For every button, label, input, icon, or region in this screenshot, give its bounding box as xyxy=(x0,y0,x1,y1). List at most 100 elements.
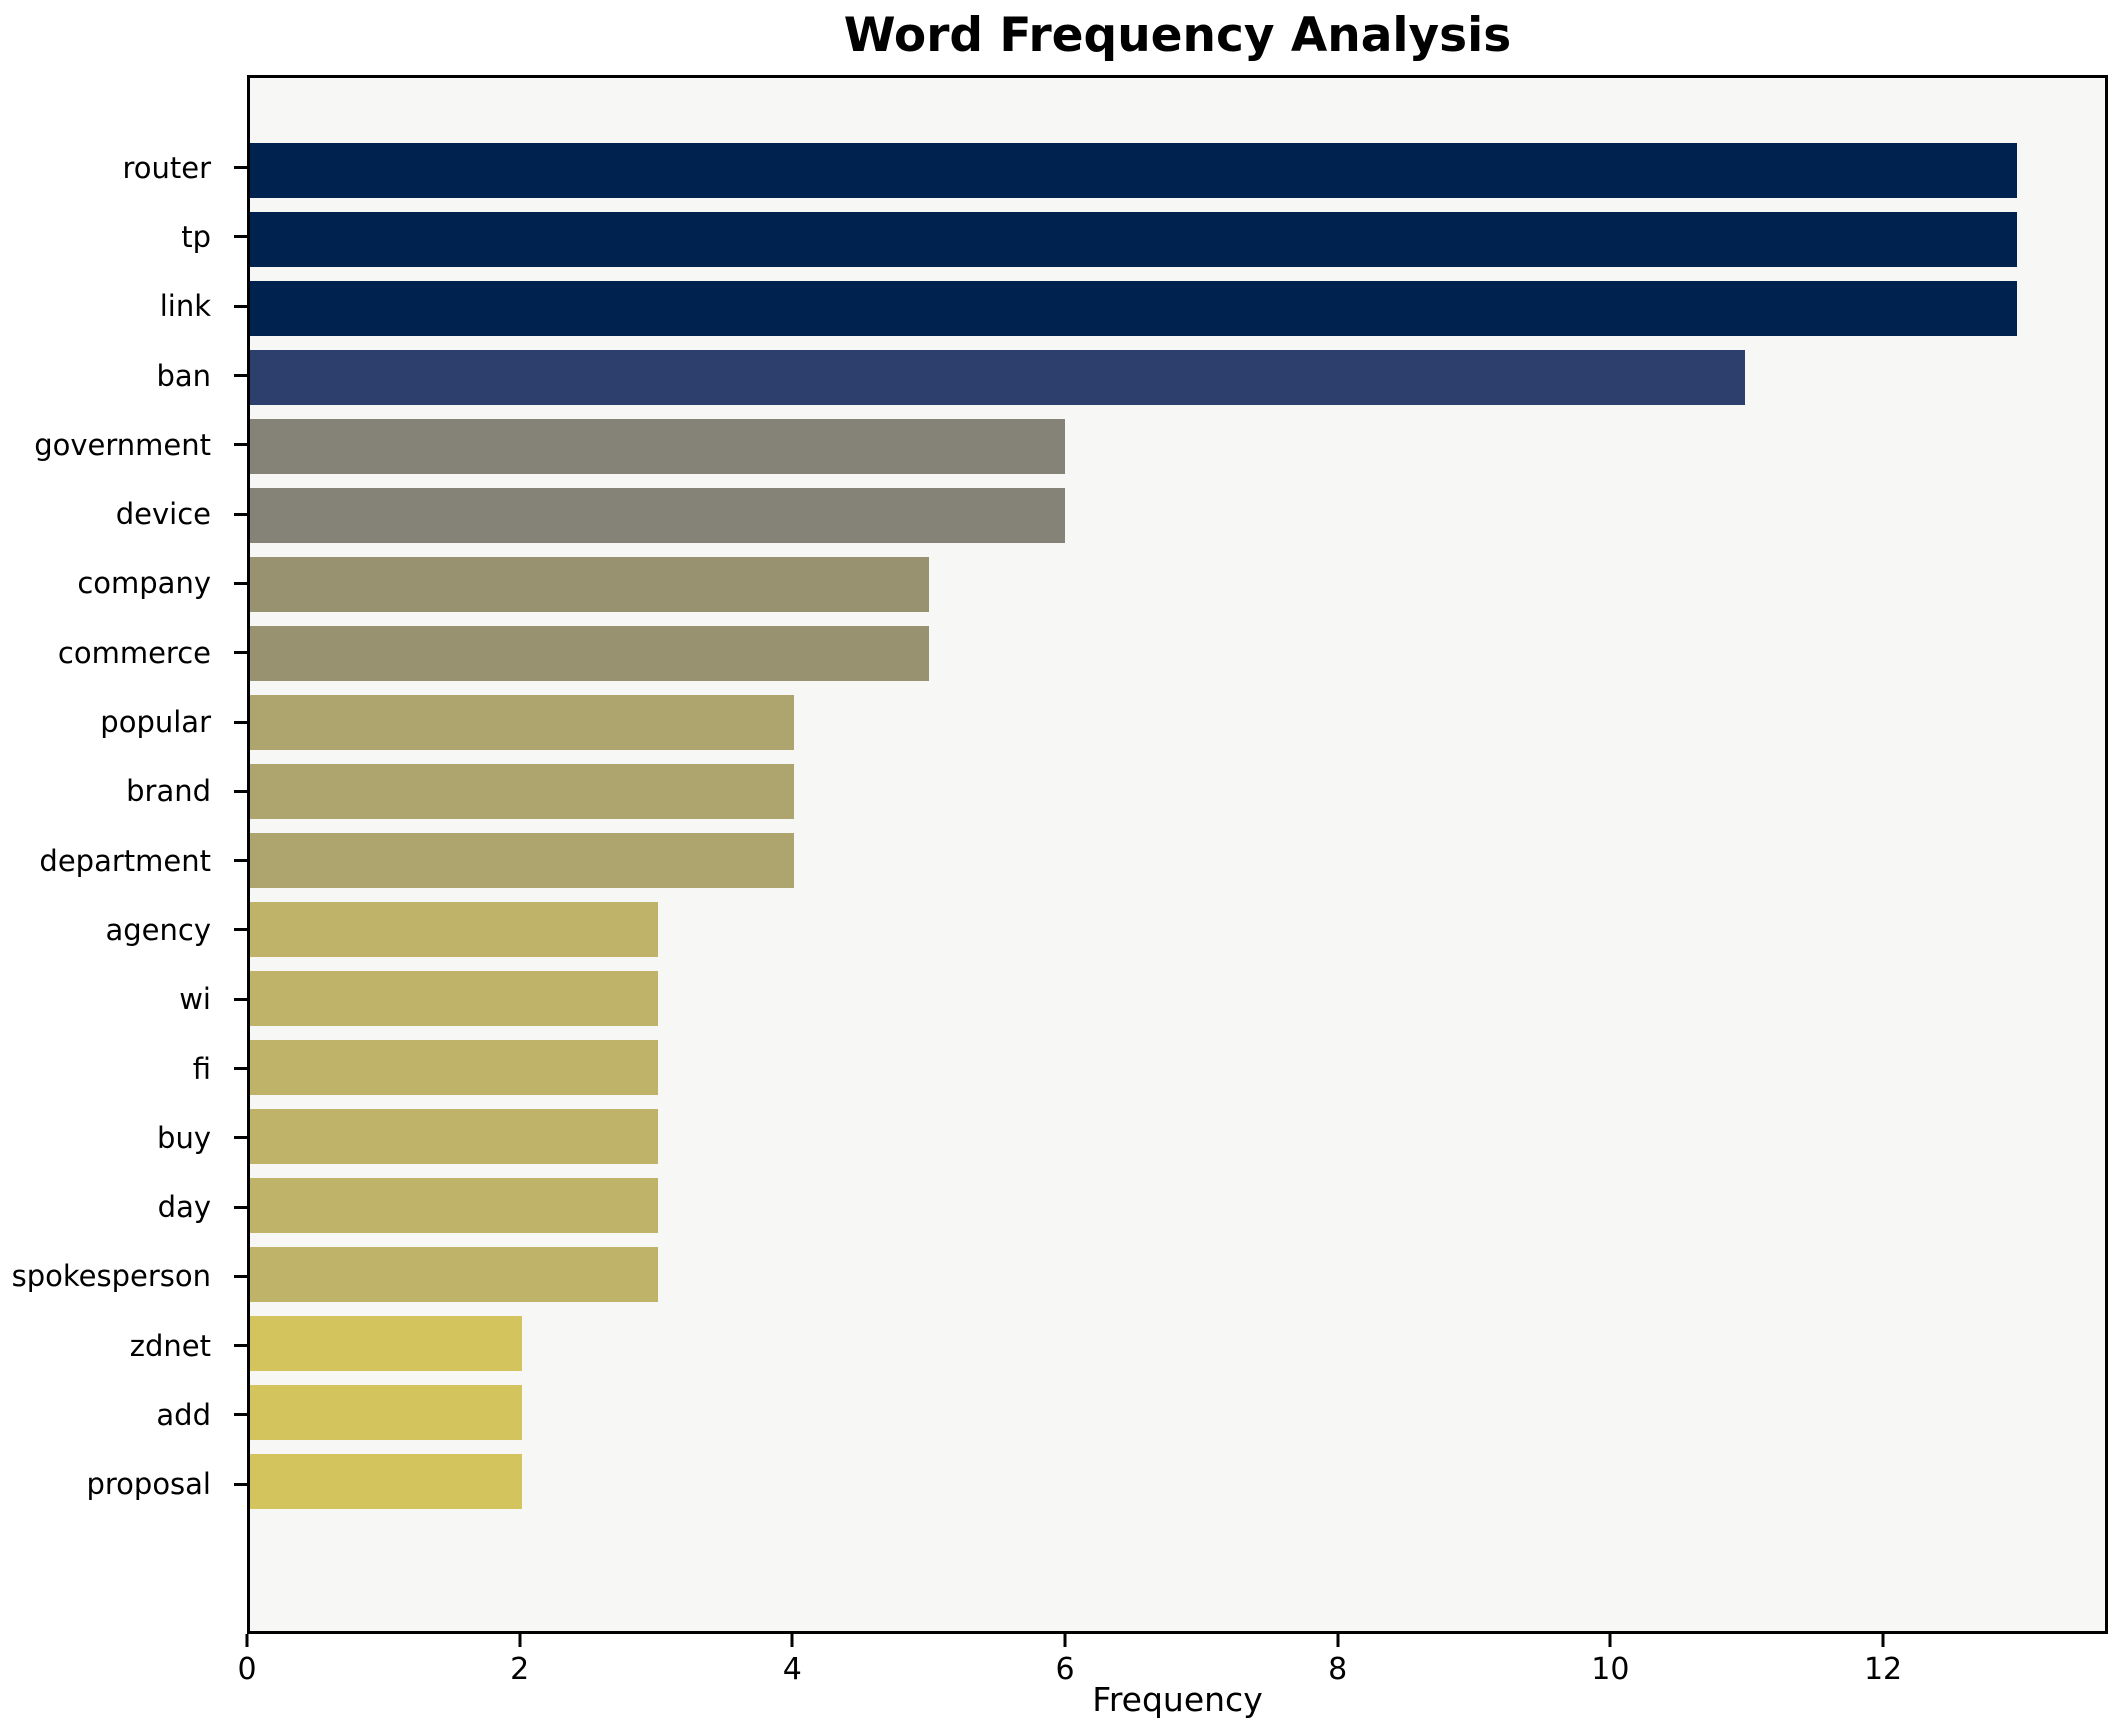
bar-device xyxy=(250,488,1066,543)
y-tick-label: wi xyxy=(179,982,211,1017)
y-tick-mark xyxy=(234,720,247,724)
bar-fi xyxy=(250,1040,658,1095)
bar-row xyxy=(250,343,2105,412)
y-tick-label: commerce xyxy=(57,635,211,670)
bar-brand xyxy=(250,764,794,819)
chart-title: Word Frequency Analysis xyxy=(843,8,1512,63)
y-tick: spokesperson xyxy=(0,1242,247,1311)
y-tick: wi xyxy=(0,965,247,1034)
y-tick-label: department xyxy=(39,843,211,878)
y-tick: ban xyxy=(0,341,247,410)
y-tick-mark xyxy=(234,512,247,516)
y-tick-label: company xyxy=(77,566,211,601)
y-tick-mark xyxy=(234,581,247,585)
x-tick-mark xyxy=(518,1634,522,1647)
y-tick: device xyxy=(0,479,247,548)
bar-department xyxy=(250,833,794,888)
x-tick-mark xyxy=(1881,1634,1885,1647)
bar-add xyxy=(250,1385,522,1440)
bar-row xyxy=(250,826,2105,895)
bar-popular xyxy=(250,695,794,750)
y-tick: router xyxy=(0,133,247,202)
y-tick-label: add xyxy=(156,1397,211,1432)
bar-row xyxy=(250,1033,2105,1102)
bar-commerce xyxy=(250,626,930,681)
bar-agency xyxy=(250,902,658,957)
x-tick-mark xyxy=(790,1634,794,1647)
y-tick-label: fi xyxy=(192,1051,211,1086)
y-tick-mark xyxy=(234,928,247,932)
bar-row xyxy=(250,964,2105,1033)
bar-router xyxy=(250,143,2017,198)
y-axis: router tp link ban government device company co… xyxy=(0,75,247,1634)
y-tick-mark xyxy=(234,789,247,793)
x-tick-label: 10 xyxy=(1591,1652,1630,1687)
y-tick-mark xyxy=(234,1413,247,1417)
bar-company xyxy=(250,557,930,612)
bar-row xyxy=(250,550,2105,619)
y-tick: link xyxy=(0,272,247,341)
y-tick-label: brand xyxy=(126,774,211,809)
x-tick-mark xyxy=(1608,1634,1612,1647)
x-tick-mark xyxy=(245,1634,249,1647)
bar-row xyxy=(250,1240,2105,1309)
y-tick-mark xyxy=(234,304,247,308)
y-tick-mark xyxy=(234,651,247,655)
y-tick: government xyxy=(0,410,247,479)
y-tick: department xyxy=(0,826,247,895)
y-tick-mark xyxy=(234,374,247,378)
y-tick-mark xyxy=(234,859,247,863)
bar-row xyxy=(250,757,2105,826)
bar-row xyxy=(250,895,2105,964)
y-tick-mark xyxy=(234,1205,247,1209)
y-tick-mark xyxy=(234,1136,247,1140)
bar-row xyxy=(250,205,2105,274)
y-tick-label: day xyxy=(157,1190,211,1225)
y-tick: add xyxy=(0,1380,247,1449)
x-tick-label: 8 xyxy=(1328,1652,1348,1687)
x-axis: 0 2 4 6 8 10 12 xyxy=(237,1634,2108,1714)
bar-row xyxy=(250,481,2105,550)
bar-row xyxy=(250,1102,2105,1171)
x-tick-label: 12 xyxy=(1863,1652,1903,1687)
y-tick: agency xyxy=(0,895,247,964)
y-tick-label: device xyxy=(115,497,211,532)
bar-proposal xyxy=(250,1454,522,1509)
y-tick-mark xyxy=(234,1482,247,1486)
y-tick: commerce xyxy=(0,618,247,687)
y-tick-mark xyxy=(234,166,247,170)
y-tick: company xyxy=(0,549,247,618)
y-tick-label: link xyxy=(159,289,211,324)
bar-row xyxy=(250,1171,2105,1240)
y-tick-label: zdnet xyxy=(129,1328,211,1363)
y-tick-label: government xyxy=(34,427,211,462)
x-tick-label: 6 xyxy=(1055,1652,1075,1687)
y-tick-mark xyxy=(234,1067,247,1070)
y-tick: popular xyxy=(0,687,247,756)
y-tick-label: buy xyxy=(157,1120,211,1155)
x-tick-mark xyxy=(1063,1634,1067,1647)
bar-government xyxy=(250,419,1066,474)
y-tick-label: spokesperson xyxy=(11,1259,211,1294)
bar-ban xyxy=(250,350,1745,405)
bar-link xyxy=(250,281,2017,336)
bar-row xyxy=(250,136,2105,205)
bar-row xyxy=(250,688,2105,757)
y-tick-label: router xyxy=(122,150,211,185)
y-tick-mark xyxy=(234,235,247,239)
y-tick-label: proposal xyxy=(86,1467,211,1502)
y-tick: zdnet xyxy=(0,1311,247,1380)
y-tick-label: popular xyxy=(100,705,211,740)
bar-row xyxy=(250,274,2105,343)
y-tick: proposal xyxy=(0,1450,247,1519)
y-tick-label: ban xyxy=(156,358,211,393)
bar-row xyxy=(250,412,2105,481)
bar-tp xyxy=(250,212,2017,267)
bar-spokesperson xyxy=(250,1247,658,1302)
bar-zdnet xyxy=(250,1316,522,1371)
bar-day xyxy=(250,1178,658,1233)
x-tick-label: 0 xyxy=(237,1652,257,1687)
y-tick-label: tp xyxy=(181,219,211,254)
x-tick-mark xyxy=(1336,1634,1340,1647)
